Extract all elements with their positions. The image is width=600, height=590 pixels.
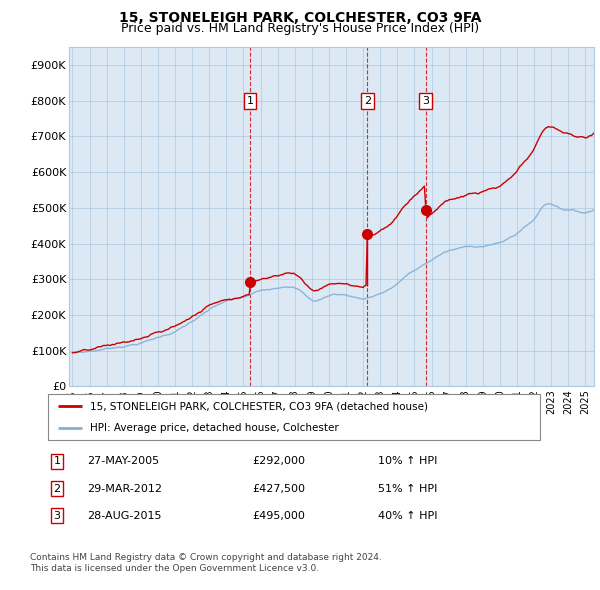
Text: 3: 3 [422,96,429,106]
Text: 51% ↑ HPI: 51% ↑ HPI [378,484,437,493]
Text: 29-MAR-2012: 29-MAR-2012 [87,484,162,493]
FancyBboxPatch shape [48,394,540,440]
Text: £292,000: £292,000 [252,457,305,466]
Text: 15, STONELEIGH PARK, COLCHESTER, CO3 9FA (detached house): 15, STONELEIGH PARK, COLCHESTER, CO3 9FA… [90,401,428,411]
Text: HPI: Average price, detached house, Colchester: HPI: Average price, detached house, Colc… [90,423,338,433]
Text: £427,500: £427,500 [252,484,305,493]
Text: £495,000: £495,000 [252,511,305,520]
Text: 2: 2 [364,96,371,106]
Text: 1: 1 [53,457,61,466]
Text: 40% ↑ HPI: 40% ↑ HPI [378,511,437,520]
Text: 15, STONELEIGH PARK, COLCHESTER, CO3 9FA: 15, STONELEIGH PARK, COLCHESTER, CO3 9FA [119,11,481,25]
Text: 3: 3 [53,511,61,520]
Text: 1: 1 [247,96,253,106]
Text: 28-AUG-2015: 28-AUG-2015 [87,511,161,520]
Text: Price paid vs. HM Land Registry's House Price Index (HPI): Price paid vs. HM Land Registry's House … [121,22,479,35]
Text: 2: 2 [53,484,61,493]
Text: 27-MAY-2005: 27-MAY-2005 [87,457,159,466]
Text: Contains HM Land Registry data © Crown copyright and database right 2024.: Contains HM Land Registry data © Crown c… [30,553,382,562]
Text: This data is licensed under the Open Government Licence v3.0.: This data is licensed under the Open Gov… [30,565,319,573]
Text: 10% ↑ HPI: 10% ↑ HPI [378,457,437,466]
